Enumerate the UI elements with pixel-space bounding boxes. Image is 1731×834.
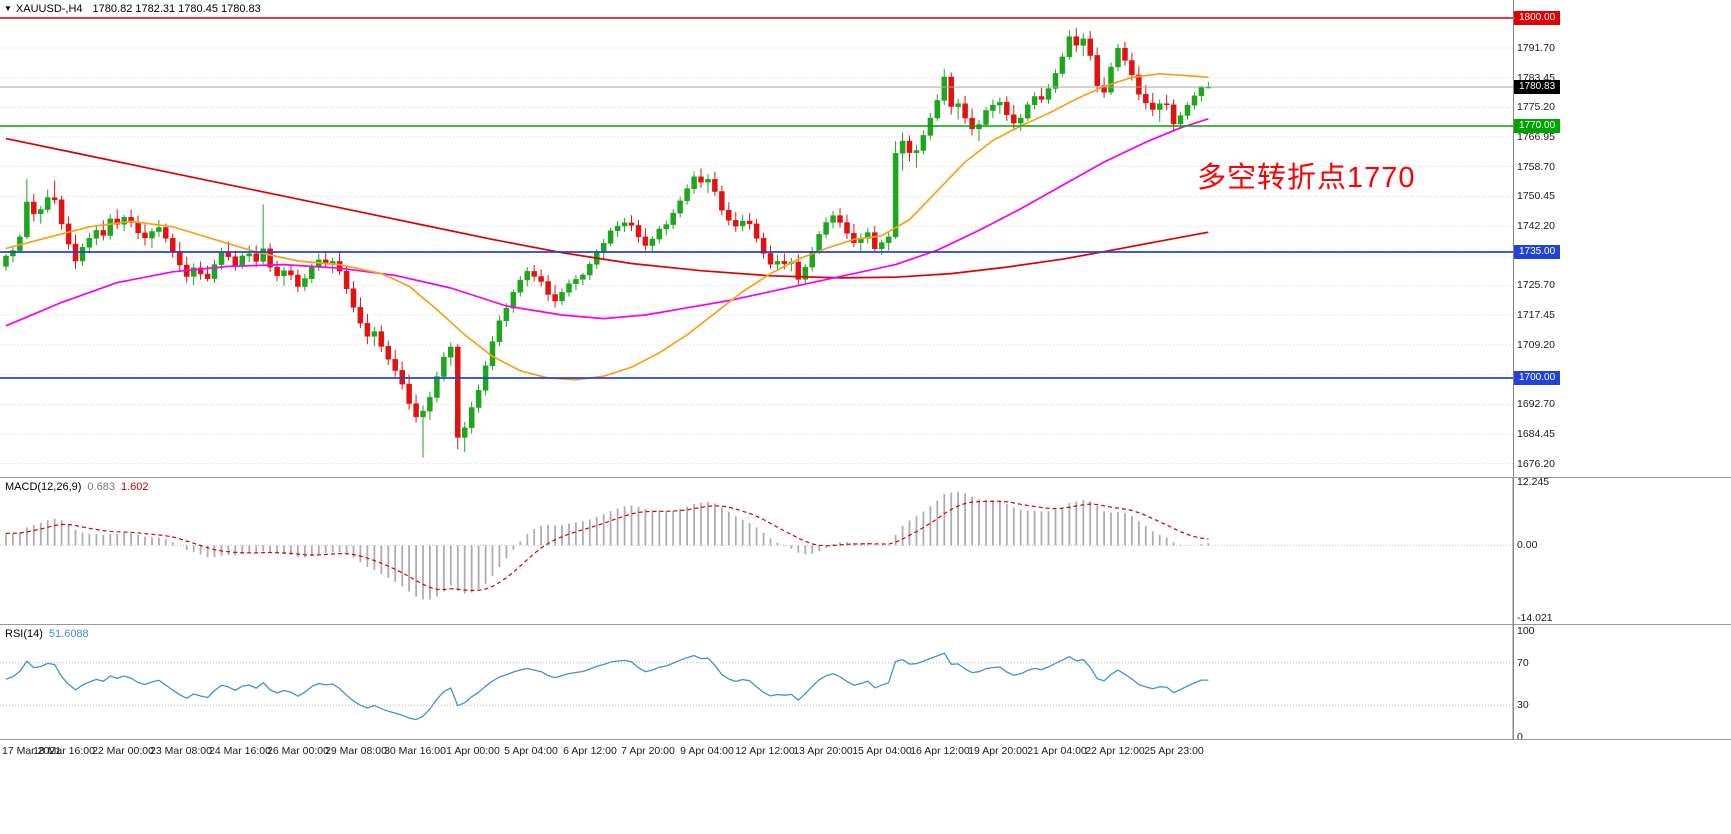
rsi-label: RSI(14) [5, 628, 43, 640]
macd-legend: MACD(12,26,9) 0.683 1.602 [5, 481, 148, 493]
price-axis-border [1513, 0, 1514, 740]
time-axis[interactable] [0, 740, 1731, 760]
symbol-dropdown-icon[interactable]: ▼ [4, 4, 12, 13]
candlestick-chart-panel[interactable] [0, 0, 1731, 477]
ohlc-values: 1780.82 1782.31 1780.45 1780.83 [92, 3, 261, 15]
price-axis[interactable] [1513, 0, 1731, 740]
macd-main-value: 0.683 [87, 481, 115, 493]
symbol-title: XAUUSD-,H4 [15, 3, 83, 15]
annotation-text[interactable]: 多空转折点1770 [1197, 162, 1416, 194]
chart-legend: ▼ XAUUSD-,H4 1780.82 1782.31 1780.45 1780.… [4, 3, 261, 15]
macd-signal-value: 1.602 [120, 481, 149, 493]
rsi-panel[interactable] [0, 625, 1731, 739]
rsi-legend: RSI(14) 51.6088 [5, 628, 89, 640]
panel-separator[interactable] [0, 624, 1731, 625]
panel-separator[interactable] [0, 477, 1731, 478]
macd-label: MACD(12,26,9) [5, 481, 82, 493]
macd-panel[interactable] [0, 478, 1731, 624]
panel-separator[interactable] [0, 739, 1731, 740]
rsi-value: 51.6088 [48, 628, 89, 640]
